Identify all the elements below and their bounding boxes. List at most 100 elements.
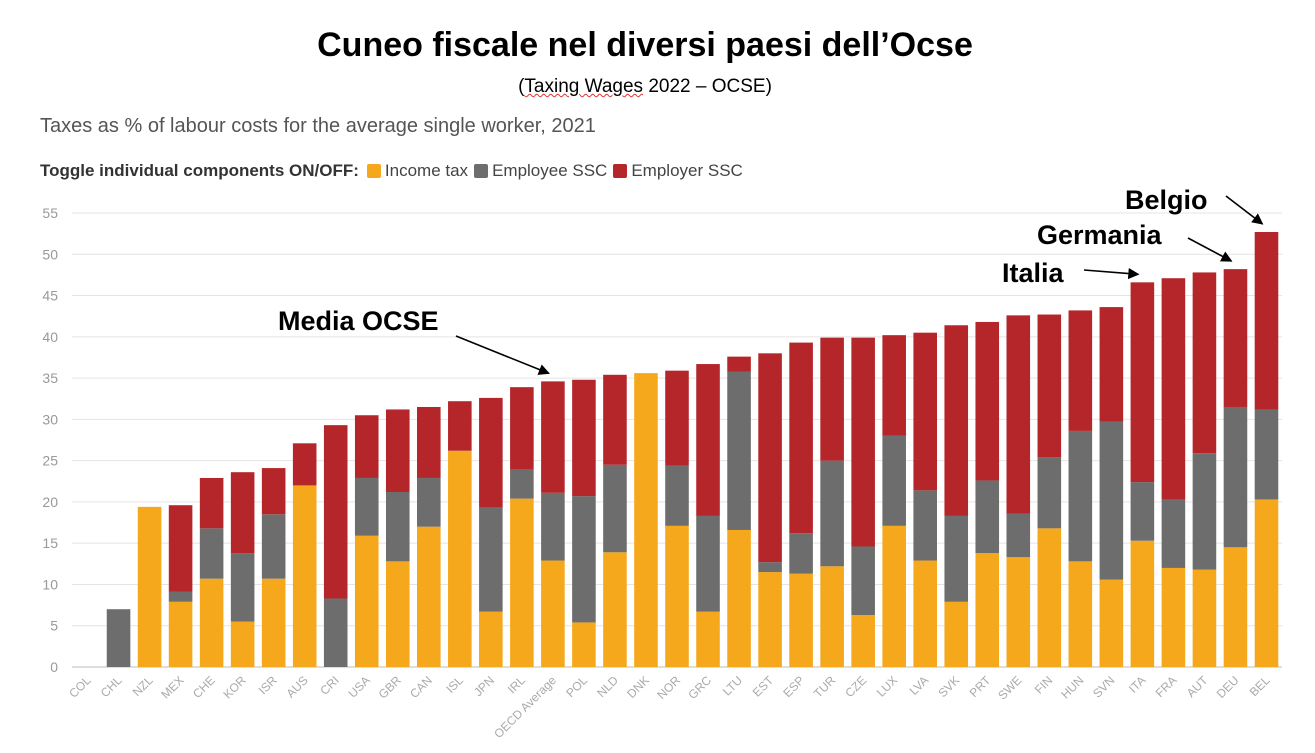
bar-segment-income-tax[interactable] <box>354 535 379 667</box>
bar-segment-employer-ssc[interactable] <box>510 387 534 470</box>
bar-segment-employer-ssc[interactable] <box>789 342 813 534</box>
bar-segment-employee-ssc[interactable] <box>1006 513 1031 558</box>
bar-segment-employee-ssc[interactable] <box>510 469 534 499</box>
bar-segment-income-tax[interactable] <box>820 566 844 667</box>
bar-segment-employee-ssc[interactable] <box>1068 430 1093 562</box>
bar-segment-employee-ssc[interactable] <box>1254 409 1279 500</box>
bar-segment-income-tax[interactable] <box>1254 499 1279 667</box>
bar-segment-employer-ssc[interactable] <box>665 370 689 466</box>
bar-segment-employee-ssc[interactable] <box>882 435 906 526</box>
bar-segment-employee-ssc[interactable] <box>1223 406 1248 548</box>
bar-segment-employer-ssc[interactable] <box>168 505 193 592</box>
bar-segment-employee-ssc[interactable] <box>479 507 503 612</box>
bar-segment-employer-ssc[interactable] <box>851 337 875 547</box>
bar-segment-income-tax[interactable] <box>1099 579 1124 667</box>
bar-segment-employer-ssc[interactable] <box>541 381 565 493</box>
bar-segment-income-tax[interactable] <box>696 611 720 667</box>
bar-segment-income-tax[interactable] <box>168 601 193 667</box>
bar-segment-employer-ssc[interactable] <box>913 332 937 491</box>
bar-segment-employee-ssc[interactable] <box>541 492 565 561</box>
bar-segment-employee-ssc[interactable] <box>199 528 224 579</box>
bar-segment-employer-ssc[interactable] <box>975 321 1000 481</box>
bar-segment-employee-ssc[interactable] <box>354 477 379 536</box>
bar-segment-income-tax[interactable] <box>1223 547 1248 667</box>
bar-segment-income-tax[interactable] <box>541 560 565 667</box>
bar-segment-income-tax[interactable] <box>479 611 503 667</box>
bar-segment-employee-ssc[interactable] <box>168 591 193 602</box>
bar-segment-employee-ssc[interactable] <box>323 598 348 667</box>
bar-segment-employer-ssc[interactable] <box>572 379 596 497</box>
bar-segment-employee-ssc[interactable] <box>106 609 131 667</box>
bar-segment-income-tax[interactable] <box>292 485 317 667</box>
bar-segment-employer-ssc[interactable] <box>944 325 969 516</box>
bar-segment-employer-ssc[interactable] <box>1254 231 1279 410</box>
bar-segment-employer-ssc[interactable] <box>1037 314 1062 458</box>
bar-segment-employee-ssc[interactable] <box>1161 499 1186 568</box>
bar-segment-income-tax[interactable] <box>758 572 782 667</box>
bar-segment-employee-ssc[interactable] <box>758 562 782 573</box>
bar-segment-income-tax[interactable] <box>1130 540 1155 667</box>
bar-segment-employer-ssc[interactable] <box>479 397 503 508</box>
bar-segment-income-tax[interactable] <box>1068 561 1093 667</box>
bar-segment-employer-ssc[interactable] <box>1130 282 1155 483</box>
bar-segment-employer-ssc[interactable] <box>758 353 782 563</box>
legend-toggle-income-tax[interactable]: Income tax <box>366 161 468 181</box>
bar-segment-income-tax[interactable] <box>385 561 410 667</box>
bar-segment-employer-ssc[interactable] <box>882 335 906 436</box>
bar-segment-employee-ssc[interactable] <box>913 490 937 561</box>
bar-segment-income-tax[interactable] <box>137 506 162 667</box>
bar-segment-employer-ssc[interactable] <box>1223 269 1248 407</box>
bar-segment-income-tax[interactable] <box>944 601 969 667</box>
bar-segment-employee-ssc[interactable] <box>1192 453 1217 570</box>
bar-segment-income-tax[interactable] <box>261 578 286 667</box>
bar-segment-employee-ssc[interactable] <box>975 480 1000 554</box>
bar-segment-employer-ssc[interactable] <box>1006 315 1031 514</box>
bar-segment-employer-ssc[interactable] <box>603 374 627 465</box>
bar-segment-employer-ssc[interactable] <box>1161 278 1186 500</box>
bar-segment-employer-ssc[interactable] <box>417 406 441 478</box>
bar-segment-employer-ssc[interactable] <box>199 477 224 529</box>
bar-segment-employee-ssc[interactable] <box>820 460 844 567</box>
bar-segment-income-tax[interactable] <box>1192 569 1217 667</box>
bar-segment-income-tax[interactable] <box>975 553 1000 667</box>
bar-segment-employee-ssc[interactable] <box>696 515 720 612</box>
bar-segment-employer-ssc[interactable] <box>323 425 348 599</box>
bar-segment-employee-ssc[interactable] <box>727 371 751 530</box>
bar-segment-employee-ssc[interactable] <box>944 515 969 602</box>
bar-segment-income-tax[interactable] <box>634 373 658 667</box>
bar-segment-employee-ssc[interactable] <box>789 533 813 574</box>
bar-segment-income-tax[interactable] <box>230 621 255 667</box>
bar-segment-income-tax[interactable] <box>603 552 627 667</box>
bar-segment-income-tax[interactable] <box>913 560 937 667</box>
bar-segment-employee-ssc[interactable] <box>851 546 875 615</box>
bar-segment-employee-ssc[interactable] <box>417 477 441 527</box>
bar-segment-income-tax[interactable] <box>417 526 441 667</box>
bar-segment-employer-ssc[interactable] <box>1192 272 1217 454</box>
bar-segment-income-tax[interactable] <box>572 622 596 667</box>
bar-segment-employee-ssc[interactable] <box>603 464 627 553</box>
bar-segment-income-tax[interactable] <box>727 529 751 667</box>
bar-segment-employee-ssc[interactable] <box>261 514 286 579</box>
bar-segment-income-tax[interactable] <box>789 573 813 667</box>
bar-segment-employee-ssc[interactable] <box>665 465 689 526</box>
bar-segment-income-tax[interactable] <box>510 498 534 667</box>
bar-segment-employer-ssc[interactable] <box>354 415 379 478</box>
bar-segment-employee-ssc[interactable] <box>385 492 410 562</box>
legend-toggle-employee-ssc[interactable]: Employee SSC <box>474 161 607 181</box>
bar-segment-income-tax[interactable] <box>1006 557 1031 667</box>
bar-segment-employee-ssc[interactable] <box>1099 421 1124 580</box>
bar-segment-employer-ssc[interactable] <box>696 364 720 516</box>
bar-segment-income-tax[interactable] <box>448 450 472 667</box>
bar-segment-employer-ssc[interactable] <box>1099 307 1124 422</box>
bar-segment-income-tax[interactable] <box>199 578 224 667</box>
bar-segment-employer-ssc[interactable] <box>385 409 410 493</box>
bar-segment-income-tax[interactable] <box>665 525 689 667</box>
bar-segment-employee-ssc[interactable] <box>1037 457 1062 529</box>
bar-segment-employer-ssc[interactable] <box>292 443 317 486</box>
bar-segment-income-tax[interactable] <box>882 525 906 667</box>
bar-segment-employee-ssc[interactable] <box>1130 482 1155 541</box>
bar-segment-income-tax[interactable] <box>1161 567 1186 667</box>
bar-segment-employer-ssc[interactable] <box>727 356 751 372</box>
bar-segment-employee-ssc[interactable] <box>230 553 255 622</box>
bar-segment-employer-ssc[interactable] <box>820 337 844 461</box>
